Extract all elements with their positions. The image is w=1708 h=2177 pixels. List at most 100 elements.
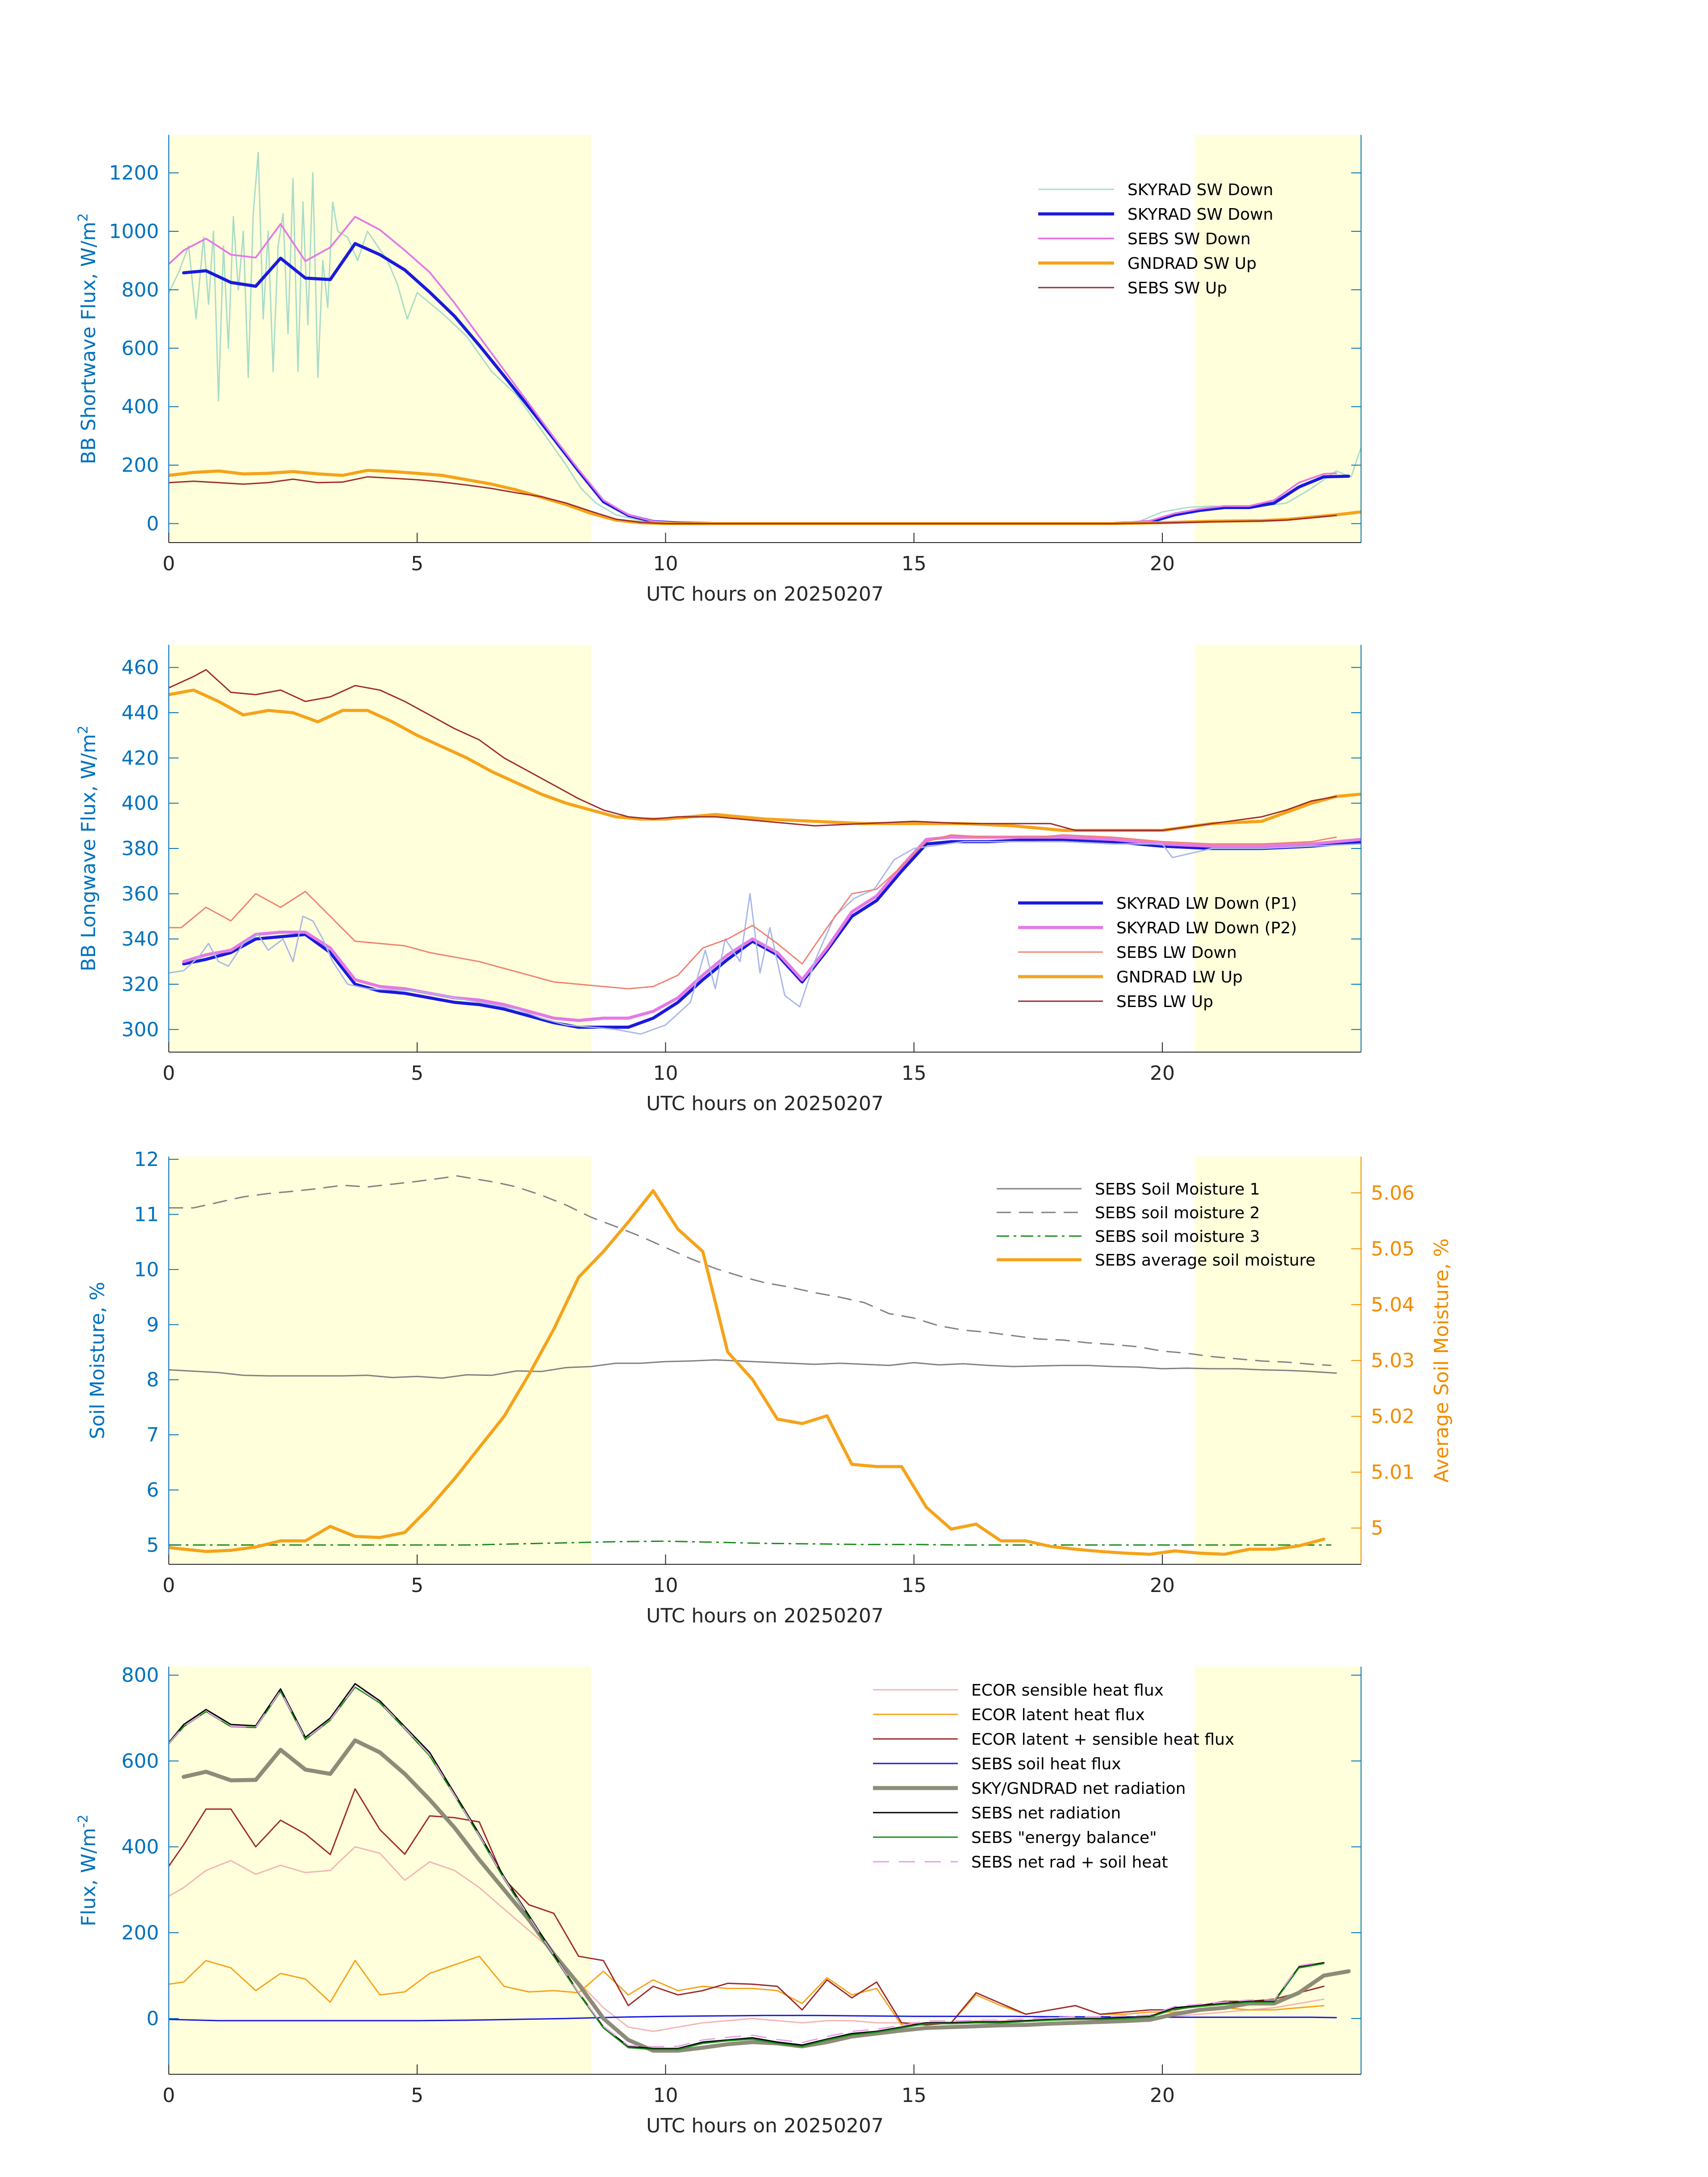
series-line-sebs-sw-up xyxy=(169,476,1337,524)
y-axis-label: BB Longwave Flux, W/m2 xyxy=(75,726,100,972)
series-line-sebs-soil-moisture-1 xyxy=(169,1359,1337,1379)
series-line-ecor-latent-sensible-heat-flux xyxy=(169,1788,1325,2026)
x-tick-label: 10 xyxy=(653,1062,678,1085)
x-tick-label: 15 xyxy=(902,552,927,575)
y-tick-label: 200 xyxy=(121,454,159,477)
legend-label-sebs-lw-down: SEBS LW Down xyxy=(1116,944,1237,962)
y-tick-label: 5 xyxy=(146,1534,159,1557)
y-tick-label: 320 xyxy=(121,973,159,996)
legend-label-skyrad-sw-down: SKYRAD SW Down xyxy=(1128,181,1273,199)
x-tick-label: 10 xyxy=(653,552,678,575)
series-line-skyrad-lw-down-p1-raw xyxy=(169,841,1361,1035)
x-tick-label: 10 xyxy=(653,2084,678,2107)
series-group xyxy=(169,1683,1351,2053)
series-line-sky-gndrad-net-radiation xyxy=(181,1738,1351,2053)
x-tick-label: 15 xyxy=(902,2084,927,2107)
chart-panel-2: 0 5 10 15 20 300 320 340 360 380 400 420 440 460 UTC h… xyxy=(75,645,1361,1115)
x-axis-label: UTC hours on 20250207 xyxy=(646,1092,884,1115)
y-axis-label: BB Shortwave Flux, W/m2 xyxy=(75,213,100,464)
y-tick-label: 9 xyxy=(146,1313,159,1336)
legend-label-skyrad-sw-down: SKYRAD SW Down xyxy=(1128,205,1273,224)
x-tick-label: 20 xyxy=(1150,552,1175,575)
x-axis-label: UTC hours on 20250207 xyxy=(646,1605,884,1627)
y-tick-label: 1000 xyxy=(109,220,159,243)
legend: SEBS Soil Moisture 1 SEBS soil moisture 2… xyxy=(997,1180,1315,1270)
y-tick-label: 200 xyxy=(121,1922,159,1944)
x-tick-label: 0 xyxy=(163,1574,175,1597)
x-tick-label: 20 xyxy=(1150,2084,1175,2107)
y-axis-right-label: Average Soil Moisture, % xyxy=(1430,1238,1453,1483)
legend-label-sebs-net-radiation: SEBS net radiation xyxy=(971,1804,1121,1822)
y-tick-label: 420 xyxy=(121,747,159,769)
legend-label-sebs-sw-down: SEBS SW Down xyxy=(1128,230,1251,248)
series-line-sebs-net-radiation xyxy=(169,1683,1325,2049)
x-tick-label: 0 xyxy=(163,2084,175,2107)
x-tick-label: 5 xyxy=(411,552,423,575)
shaded-region xyxy=(169,1667,591,2074)
y-tick-label: 300 xyxy=(121,1018,159,1041)
y-tick-label: 11 xyxy=(134,1203,159,1226)
legend: SKYRAD SW Down SKYRAD SW Down SEBS SW Down… xyxy=(1038,181,1273,297)
y-tick-right-label: 5.03 xyxy=(1371,1350,1415,1372)
x-tick-label: 15 xyxy=(902,1574,927,1597)
legend-label-sky-gndrad-net-radiation: SKY/GNDRAD net radiation xyxy=(971,1780,1186,1798)
y-tick-label: 6 xyxy=(146,1479,159,1501)
legend-label-ecor-sensible-heat-flux: ECOR sensible heat flux xyxy=(971,1681,1164,1700)
legend-label-gndrad-lw-up: GNDRAD LW Up xyxy=(1116,968,1243,986)
legend-label-sebs-soil-moisture-3: SEBS soil moisture 3 xyxy=(1095,1228,1260,1246)
x-tick-label: 5 xyxy=(411,2084,423,2107)
series-group xyxy=(169,669,1361,1035)
legend-label-sebs-soil-moisture-2: SEBS soil moisture 2 xyxy=(1095,1204,1260,1222)
x-axis-label: UTC hours on 20250207 xyxy=(646,2114,884,2137)
x-tick-label: 0 xyxy=(163,552,175,575)
y-tick-label: 10 xyxy=(134,1258,159,1281)
x-axis-label: UTC hours on 20250207 xyxy=(646,583,884,606)
y-tick-label: 800 xyxy=(121,1664,159,1687)
y-tick-label: 0 xyxy=(146,512,159,535)
y-tick-label: 440 xyxy=(121,702,159,724)
y-tick-label: 600 xyxy=(121,337,159,360)
x-tick-label: 5 xyxy=(411,1574,423,1597)
y-tick-label: 400 xyxy=(121,792,159,815)
legend-label-skyrad-lw-down-p2: SKYRAD LW Down (P2) xyxy=(1116,919,1297,937)
shaded-region xyxy=(169,135,591,543)
series-line-sebs-lw-up xyxy=(169,669,1337,831)
y-tick-label: 8 xyxy=(146,1369,159,1391)
y-tick-label: 400 xyxy=(121,396,159,418)
series-group xyxy=(169,151,1361,525)
series-line-sebs-net-rad-soil-heat xyxy=(169,1685,1324,2047)
y-tick-right-label: 5 xyxy=(1371,1517,1383,1540)
legend-label-sebs-net-rad-soil-heat: SEBS net rad + soil heat xyxy=(971,1853,1168,1872)
x-tick-label: 20 xyxy=(1150,1574,1175,1597)
series-line-sebs-sw-down xyxy=(169,216,1337,525)
y-tick-label: 1200 xyxy=(109,162,159,184)
legend-label-sebs-lw-up: SEBS LW Up xyxy=(1116,993,1213,1011)
x-tick-label: 0 xyxy=(163,1062,175,1085)
y-tick-right-label: 5.01 xyxy=(1371,1461,1415,1484)
legend-label-ecor-latent-heat-flux: ECOR latent heat flux xyxy=(971,1706,1145,1724)
series-line-sebs-soil-moisture-2 xyxy=(169,1175,1332,1366)
y-tick-label: 12 xyxy=(134,1148,159,1171)
series-line-ecor-latent-heat-flux xyxy=(169,1956,1325,2026)
y-axis-label: Soil Moisture, % xyxy=(86,1282,109,1439)
series-line-skyrad-lw-down-p2 xyxy=(182,836,1361,1022)
series-line-sebs-energy-balance xyxy=(169,1686,1325,2050)
y-tick-right-label: 5.05 xyxy=(1371,1237,1415,1260)
y-tick-label: 460 xyxy=(121,656,159,679)
series-line-skyrad-sw-down xyxy=(182,242,1350,525)
series-line-sebs-average-soil-moisture xyxy=(169,1189,1326,1556)
x-tick-label: 5 xyxy=(411,1062,423,1085)
legend: SKYRAD LW Down (P1) SKYRAD LW Down (P2) SE… xyxy=(1018,894,1297,1011)
legend: ECOR sensible heat flux ECOR latent heat … xyxy=(873,1681,1234,1872)
legend-label-sebs-soil-moisture-1: SEBS Soil Moisture 1 xyxy=(1095,1180,1260,1199)
y-tick-label: 360 xyxy=(121,882,159,905)
y-tick-right-label: 5.02 xyxy=(1371,1405,1415,1428)
legend-label-gndrad-sw-up: GNDRAD SW Up xyxy=(1128,255,1257,273)
shaded-region xyxy=(1194,1157,1361,1564)
legend-label-sebs-average-soil-moisture: SEBS average soil moisture xyxy=(1095,1251,1315,1270)
x-tick-label: 15 xyxy=(902,1062,927,1085)
legend-label-ecor-latent-sensible-heat-flux: ECOR latent + sensible heat flux xyxy=(971,1730,1234,1749)
